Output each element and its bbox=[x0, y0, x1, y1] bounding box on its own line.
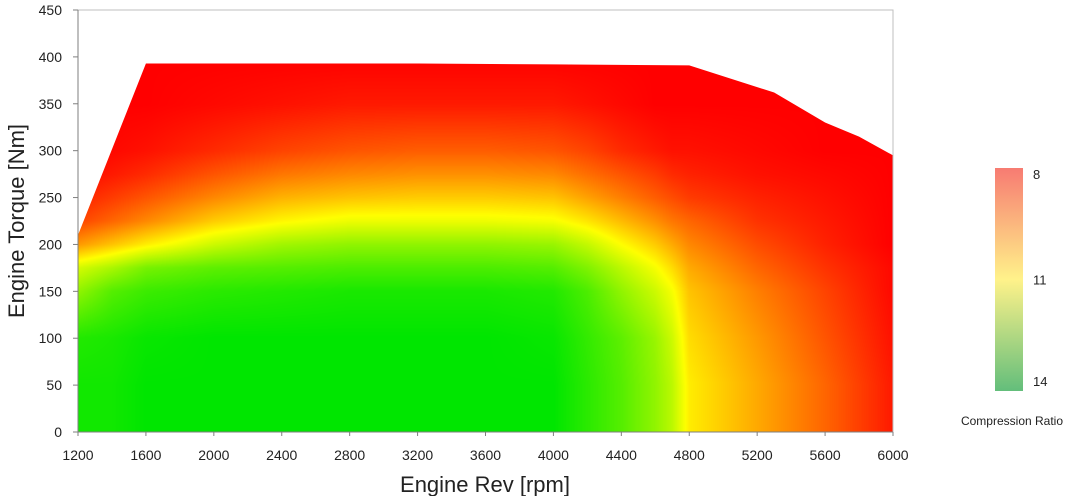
legend-color-bar bbox=[995, 168, 1023, 391]
heatmap-surface bbox=[78, 63, 893, 432]
x-axis-title: Engine Rev [rpm] bbox=[400, 472, 570, 496]
legend-tick-labels: 8 11 14 bbox=[1033, 167, 1047, 389]
y-tick-label: 100 bbox=[39, 330, 63, 346]
x-tick-label: 4800 bbox=[674, 447, 705, 463]
x-tick-label: 6000 bbox=[877, 447, 908, 463]
y-tick-label: 200 bbox=[39, 236, 63, 252]
x-tick-label: 5600 bbox=[810, 447, 841, 463]
x-tick-label: 4400 bbox=[606, 447, 637, 463]
y-tick-label: 250 bbox=[39, 190, 63, 206]
x-tick-label: 1600 bbox=[130, 447, 161, 463]
x-tick-label: 5200 bbox=[742, 447, 773, 463]
x-tick-label: 1200 bbox=[62, 447, 93, 463]
x-tick-label: 3600 bbox=[470, 447, 501, 463]
y-tick-labels: 0 50 100 150 200 250 300 350 400 450 bbox=[39, 2, 78, 440]
x-tick-label: 2400 bbox=[266, 447, 297, 463]
legend-tick-label: 14 bbox=[1033, 374, 1047, 389]
plot-area bbox=[77, 9, 894, 433]
legend-tick-label: 11 bbox=[1033, 273, 1047, 288]
y-tick-label: 150 bbox=[39, 283, 63, 299]
legend-title: Compression Ratio bbox=[961, 414, 1063, 428]
y-axis-title: Engine Torque [Nm] bbox=[4, 124, 29, 318]
color-legend: 8 11 14 Compression Ratio bbox=[961, 167, 1063, 428]
y-tick-label: 350 bbox=[39, 96, 63, 112]
x-tick-label: 2000 bbox=[198, 447, 229, 463]
x-tick-label: 4000 bbox=[538, 447, 569, 463]
y-tick-label: 50 bbox=[46, 377, 62, 393]
x-tick-labels: 1200 1600 2000 2400 2800 3200 3600 4000 4400 4800… bbox=[62, 432, 909, 463]
y-tick-label: 400 bbox=[39, 49, 63, 65]
y-tick-label: 0 bbox=[54, 424, 62, 440]
y-tick-label: 300 bbox=[39, 143, 63, 159]
x-tick-label: 2800 bbox=[334, 447, 365, 463]
x-tick-label: 3200 bbox=[402, 447, 433, 463]
y-tick-label: 450 bbox=[39, 2, 63, 18]
legend-tick-label: 8 bbox=[1033, 167, 1040, 182]
